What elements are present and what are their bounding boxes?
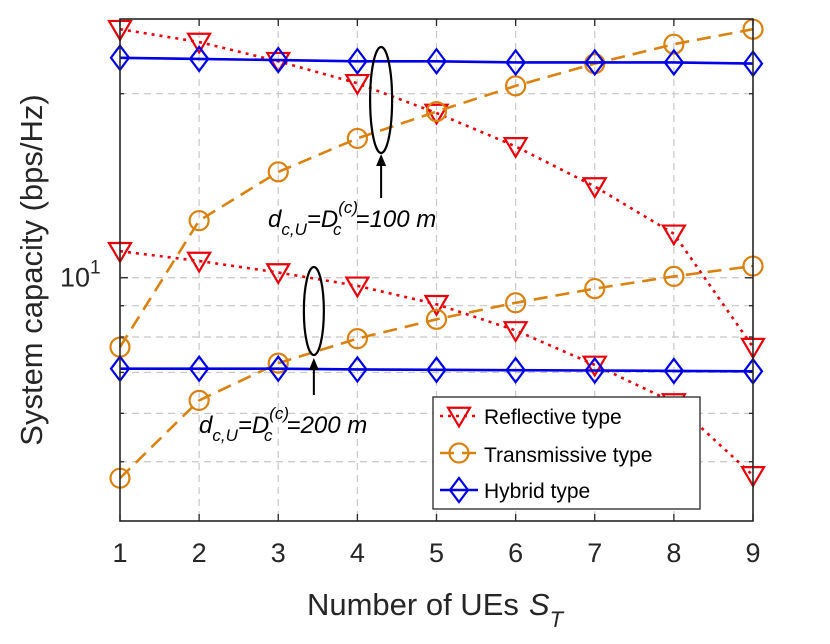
data-point (584, 48, 606, 77)
data-point (265, 263, 292, 286)
data-point (346, 328, 368, 350)
x-axis-label: Number of UEs (307, 587, 519, 622)
annotation-100m: dc,U=D(c) c =100 m (268, 198, 436, 239)
data-point (505, 75, 527, 97)
data-point (505, 356, 526, 384)
data-point (426, 355, 447, 384)
data-point (267, 161, 289, 183)
legend-marker (448, 442, 470, 464)
series-line (119, 249, 754, 477)
y-tick-label: 101 (60, 258, 101, 293)
axis-ticks (119, 19, 754, 521)
legend-marker (448, 476, 470, 504)
data-point (663, 265, 685, 288)
data-point (188, 45, 210, 73)
series-line (119, 264, 754, 480)
ann-sub: c (333, 220, 342, 239)
data-point (663, 48, 685, 77)
x-tick-label: 7 (587, 538, 602, 568)
data-point (426, 47, 447, 76)
data-point (660, 224, 687, 247)
ann-eq: =D (307, 206, 338, 233)
data-point (186, 32, 213, 55)
y-tick-base: 10 (60, 263, 90, 293)
ann-sub: c (264, 426, 273, 445)
ellipse-100m (369, 45, 394, 155)
annotation-200m: dc,U=D(c) c =200 m (199, 404, 367, 445)
x-axis-subscript: T (550, 607, 565, 632)
legend: Reflective type Transmissive type Hybrid… (432, 396, 701, 510)
x-tick-label: 3 (271, 538, 286, 568)
data-point (346, 127, 368, 150)
series-line (118, 27, 754, 348)
series-line (119, 56, 754, 65)
data-point (265, 51, 292, 74)
ann-rhs: =200 m (287, 412, 368, 439)
legend-marker (446, 406, 472, 429)
ann-sup: (c) (269, 404, 289, 423)
series-layer (107, 18, 766, 489)
data-point (584, 356, 606, 385)
data-point (423, 294, 450, 317)
data-point (188, 389, 210, 412)
x-tick-label: 1 (112, 538, 127, 568)
legend-label-transmissive: Transmissive type (484, 444, 652, 467)
series-line (119, 27, 755, 348)
data-point (344, 276, 371, 299)
data-point (347, 355, 368, 384)
data-point (505, 48, 527, 77)
data-point (502, 321, 529, 344)
ann-lhs-sub: c,U (212, 426, 238, 445)
data-point (502, 137, 529, 160)
ann-lhs-sub: c,U (281, 220, 307, 239)
ann-lhs: d (199, 412, 213, 439)
x-axis-title: Number of UEs ST (307, 587, 565, 632)
ann-rhs: =100 m (356, 206, 437, 233)
data-point (267, 354, 289, 383)
data-point (425, 100, 448, 123)
legend-marks (440, 406, 478, 504)
arrowhead-200m (308, 358, 319, 370)
x-tick-label: 5 (429, 538, 444, 568)
data-point (425, 308, 448, 330)
data-point (663, 357, 685, 385)
y-axis-title: System capacity (bps/Hz) (14, 94, 49, 445)
legend-label-reflective: Reflective type (484, 406, 622, 429)
data-point (188, 210, 210, 232)
x-tick-label: 6 (508, 538, 523, 568)
annotation-ellipses (302, 45, 394, 395)
ellipse-200m (302, 265, 325, 357)
x-tick-label: 2 (192, 538, 207, 568)
data-point (188, 354, 210, 383)
y-tick-exponent: 1 (90, 258, 101, 279)
x-tick-label: 8 (666, 538, 681, 568)
ann-eq: =D (238, 412, 269, 439)
data-point (581, 177, 608, 200)
x-tick-label: 4 (350, 538, 365, 568)
data-point (584, 277, 606, 300)
series-line (120, 367, 754, 373)
arrowhead-100m (376, 154, 387, 166)
data-point (267, 352, 289, 374)
data-point (267, 46, 289, 74)
x-tick-labels: 1 2 3 4 5 6 7 8 9 (112, 538, 760, 568)
data-point (186, 251, 213, 274)
ann-lhs: d (268, 206, 282, 233)
x-tick-label: 9 (745, 538, 760, 568)
data-point (505, 292, 527, 314)
data-point (347, 47, 368, 76)
ann-sup: (c) (338, 198, 358, 217)
legend-label-hybrid: Hybrid type (484, 480, 590, 503)
x-axis-symbol: S (529, 587, 550, 622)
data-point (663, 33, 685, 55)
